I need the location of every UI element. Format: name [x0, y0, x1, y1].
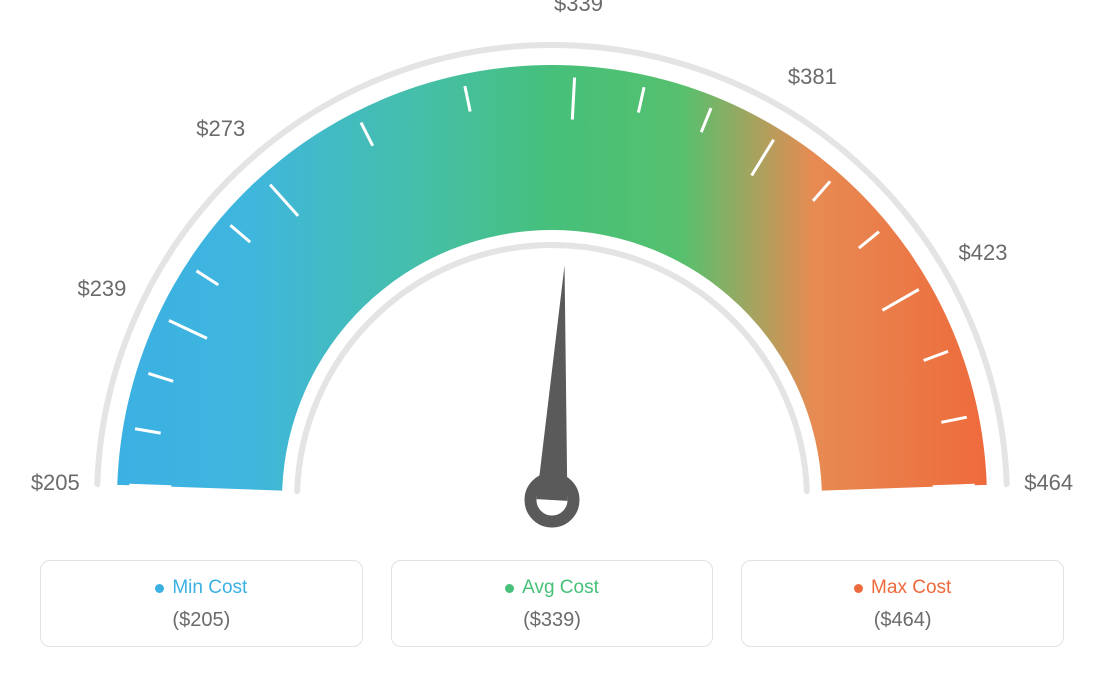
legend-title-max: Max Cost [854, 577, 951, 599]
legend-card-max: Max Cost ($464) [741, 560, 1064, 647]
legend-value-max: ($464) [742, 609, 1063, 632]
legend-title-avg: Avg Cost [505, 577, 599, 599]
gauge-svg [0, 0, 1104, 560]
gauge-tick-label: $273 [196, 116, 245, 142]
gauge-tick-label: $381 [788, 64, 837, 90]
legend-value-avg: ($339) [392, 609, 713, 632]
legend-row: Min Cost ($205) Avg Cost ($339) Max Cost… [0, 560, 1104, 647]
legend-title-min: Min Cost [155, 577, 247, 599]
legend-card-avg: Avg Cost ($339) [391, 560, 714, 647]
legend-title-text: Max Cost [871, 577, 951, 599]
legend-title-text: Min Cost [172, 577, 247, 599]
dot-icon [155, 584, 164, 593]
legend-title-text: Avg Cost [522, 577, 599, 599]
gauge-tick-label: $339 [554, 0, 603, 17]
dot-icon [854, 584, 863, 593]
legend-card-min: Min Cost ($205) [40, 560, 363, 647]
cost-gauge: $205 $239 $273 $339 $381 $423 $464 [0, 0, 1104, 560]
gauge-tick-label: $205 [31, 470, 80, 496]
dot-icon [505, 584, 514, 593]
gauge-tick-label: $464 [1024, 470, 1073, 496]
gauge-tick-label: $423 [959, 240, 1008, 266]
legend-value-min: ($205) [41, 609, 362, 632]
gauge-tick-label: $239 [77, 276, 126, 302]
